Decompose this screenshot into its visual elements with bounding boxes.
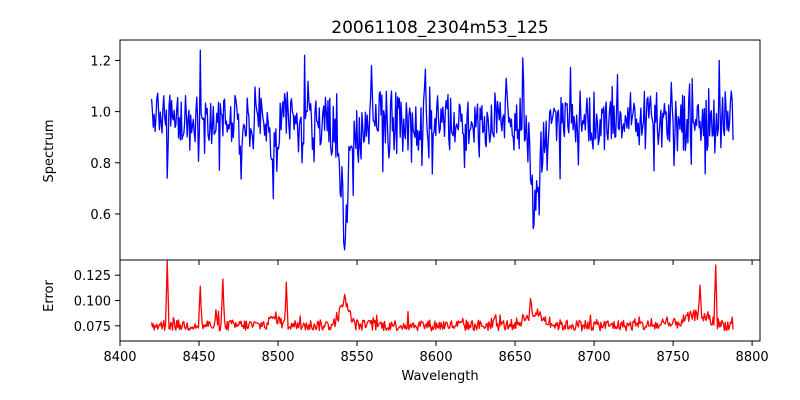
error-ylabel: Error: [42, 280, 57, 312]
error-xtick-label: 8400: [103, 350, 136, 365]
error-x-ticks: 8400 8450 8500 8550 8600 8650 8700 8750 8800: [103, 341, 769, 365]
error-ytick-label: 0.100: [74, 295, 111, 310]
error-series-line: [150, 260, 734, 332]
error-xtick-label: 8650: [499, 350, 532, 365]
spectrum-panel: 20061108_2304m53_125 Spectrum 0.6 0.8 1.0 1…: [42, 18, 761, 265]
error-axes-frame: [119, 259, 761, 342]
spectrum-ytick-label: 0.8: [90, 157, 111, 172]
error-xtick-label: 8600: [420, 350, 453, 365]
error-xtick-label: 8750: [657, 350, 690, 365]
spectrum-ytick-label: 0.6: [90, 208, 111, 223]
spectrum-series-line: [150, 49, 734, 251]
error-xtick-label: 8450: [182, 350, 215, 365]
spectrum-y-ticks: 0.6 0.8 1.0 1.2: [90, 54, 120, 223]
spectrum-ylabel: Spectrum: [42, 120, 57, 183]
spectrum-ytick-label: 1.0: [90, 106, 111, 121]
error-xtick-label: 8550: [340, 350, 373, 365]
error-xtick-label: 8800: [736, 350, 769, 365]
error-xtick-label: 8700: [578, 350, 611, 365]
error-y-ticks: 0.075 0.100 0.125: [74, 269, 120, 335]
error-ytick-label: 0.075: [74, 320, 111, 335]
error-ytick-label: 0.125: [74, 269, 111, 284]
error-xlabel: Wavelength: [401, 369, 478, 384]
error-xtick-label: 8500: [261, 350, 294, 365]
spectrum-ytick-label: 1.2: [90, 54, 111, 69]
error-panel: Error Wavelength 0.075 0.100 0.125 8400 845…: [42, 259, 769, 384]
spectrum-title: 20061108_2304m53_125: [331, 18, 548, 38]
